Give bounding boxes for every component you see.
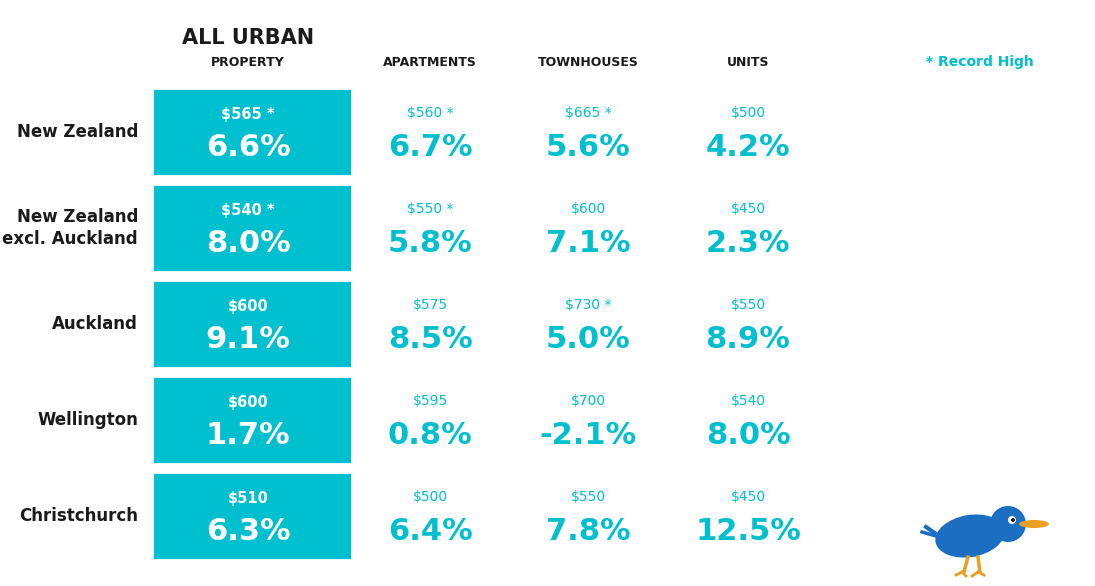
Text: $600: $600 [570, 202, 606, 216]
Text: 5.0%: 5.0% [545, 325, 631, 355]
Ellipse shape [966, 527, 988, 557]
Text: $540: $540 [730, 394, 765, 408]
Text: 8.5%: 8.5% [388, 325, 472, 355]
Text: $600: $600 [228, 299, 268, 314]
Text: 5.6%: 5.6% [545, 134, 631, 162]
Text: 5.8%: 5.8% [388, 229, 472, 258]
Text: PROPERTY: PROPERTY [211, 56, 285, 69]
Bar [152, 376, 351, 464]
Text: 4.2%: 4.2% [705, 134, 791, 162]
Text: 6.6%: 6.6% [206, 134, 290, 162]
Text: excl. Auckland: excl. Auckland [2, 230, 138, 248]
Text: $450: $450 [730, 490, 765, 503]
Ellipse shape [1019, 520, 1049, 528]
Text: $540 *: $540 * [221, 203, 275, 218]
Text: $450: $450 [730, 202, 765, 216]
Text: 8.0%: 8.0% [206, 229, 290, 258]
Text: $510: $510 [228, 491, 268, 506]
Text: $575: $575 [413, 298, 448, 312]
Text: Wellington: Wellington [37, 411, 138, 429]
Text: 0.8%: 0.8% [388, 421, 472, 450]
Text: $565 *: $565 * [221, 107, 275, 122]
Text: Christchurch: Christchurch [19, 507, 138, 525]
Text: $600: $600 [228, 395, 268, 410]
Circle shape [990, 506, 1026, 542]
Text: $595: $595 [413, 394, 448, 408]
Text: $550 *: $550 * [406, 202, 453, 216]
Text: 7.8%: 7.8% [545, 517, 631, 546]
Bar [152, 184, 351, 272]
Text: $560 *: $560 * [406, 105, 453, 120]
Text: UNITS: UNITS [727, 56, 770, 69]
Text: $700: $700 [570, 394, 606, 408]
Text: New Zealand: New Zealand [16, 123, 138, 141]
Text: $500: $500 [413, 490, 448, 503]
Text: $550: $550 [730, 298, 765, 312]
Text: $550: $550 [570, 490, 606, 503]
Text: 9.1%: 9.1% [206, 325, 290, 355]
Text: -2.1%: -2.1% [540, 421, 636, 450]
Circle shape [1008, 516, 1016, 524]
Text: * Record High: * Record High [926, 55, 1034, 69]
Circle shape [1011, 518, 1015, 522]
Bar [152, 88, 351, 176]
Bar [152, 280, 351, 368]
Text: 6.7%: 6.7% [388, 134, 472, 162]
Text: 6.3%: 6.3% [206, 517, 290, 546]
Ellipse shape [935, 515, 1004, 557]
Text: Auckland: Auckland [53, 315, 138, 333]
Text: 12.5%: 12.5% [695, 517, 800, 546]
Text: 8.9%: 8.9% [705, 325, 791, 355]
Text: 6.4%: 6.4% [388, 517, 472, 546]
Text: ALL URBAN: ALL URBAN [182, 28, 314, 48]
Text: $665 *: $665 * [565, 105, 611, 120]
Text: 7.1%: 7.1% [545, 229, 631, 258]
Text: APARTMENTS: APARTMENTS [383, 56, 477, 69]
Text: New Zealand: New Zealand [16, 208, 138, 226]
Text: TOWNHOUSES: TOWNHOUSES [538, 56, 638, 69]
Text: 1.7%: 1.7% [206, 421, 290, 450]
Bar [152, 472, 351, 560]
Text: 8.0%: 8.0% [705, 421, 791, 450]
Text: $500: $500 [730, 105, 765, 120]
Text: $730 *: $730 * [565, 298, 611, 312]
Text: 2.3%: 2.3% [706, 229, 791, 258]
